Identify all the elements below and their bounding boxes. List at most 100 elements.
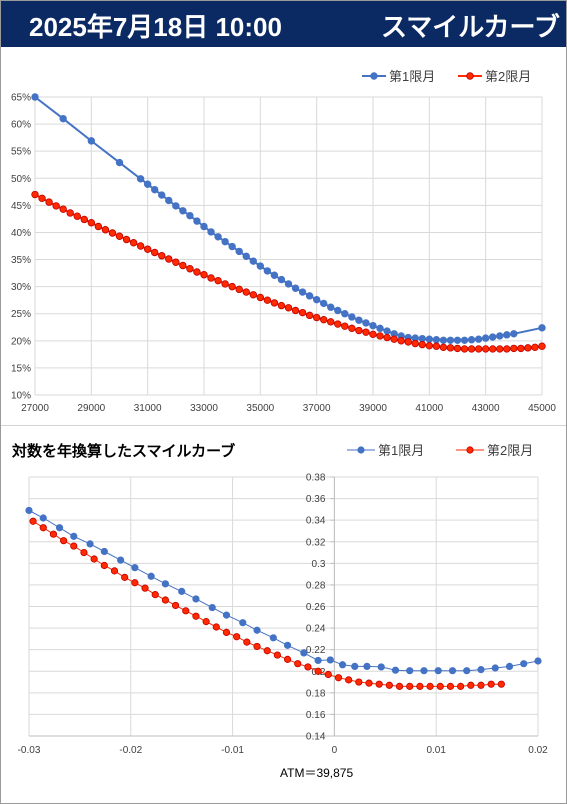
data-point [434, 667, 442, 675]
data-point [496, 345, 504, 353]
data-point [369, 321, 377, 330]
data-point [416, 682, 424, 690]
x-tick-label: 43000 [472, 403, 500, 414]
data-point [305, 311, 314, 320]
data-point [59, 114, 67, 123]
data-point [517, 344, 525, 353]
header-datetime: 2025年7月18日 10:00 [29, 12, 282, 42]
data-point [249, 291, 257, 299]
data-point [446, 336, 455, 344]
data-point [520, 660, 528, 668]
y-tick-label: 0.14 [306, 732, 326, 743]
x-tick-label: 29000 [77, 403, 105, 414]
data-point [59, 205, 67, 213]
data-point [31, 93, 39, 101]
data-point [467, 345, 476, 353]
data-point [165, 196, 173, 205]
x-tick-label: 41000 [415, 403, 443, 414]
chart2-axis-labels: 0.140.160.180.20.220.240.260.280.30.320.… [18, 473, 549, 757]
data-point [31, 190, 39, 199]
data-point [147, 572, 155, 580]
y-tick-label: 60% [11, 120, 31, 131]
data-point [369, 330, 377, 339]
data-point [397, 337, 405, 345]
data-point [228, 282, 236, 291]
data-point [341, 322, 349, 330]
x-tick-label: 45000 [528, 403, 556, 414]
data-point [86, 540, 94, 548]
data-point [420, 667, 428, 675]
y-tick-label: 35% [11, 255, 31, 266]
data-point [178, 587, 186, 595]
data-point [243, 638, 251, 646]
data-point [80, 548, 88, 557]
data-point [129, 239, 138, 247]
data-point [192, 595, 200, 603]
data-point [503, 345, 511, 353]
data-point [39, 524, 47, 532]
data-point [192, 612, 200, 620]
data-point [348, 324, 356, 333]
data-point [55, 524, 64, 532]
data-point [179, 261, 187, 270]
data-point [524, 344, 532, 352]
y-tick-label: 15% [11, 363, 31, 374]
data-point [143, 180, 152, 188]
x-tick-label: 33000 [190, 403, 218, 414]
y-tick-label: 0.24 [306, 624, 326, 635]
data-point [151, 248, 159, 257]
data-point [151, 185, 159, 194]
data-point [66, 209, 74, 217]
data-point [376, 332, 384, 340]
data-point [477, 681, 485, 689]
y-tick-label: 0.18 [306, 688, 326, 699]
data-point [446, 682, 455, 690]
data-point [277, 301, 286, 310]
y-tick-label: 0.3 [311, 559, 325, 570]
y-tick-label: 25% [11, 309, 31, 320]
x-tick-label: 39000 [359, 403, 387, 414]
data-point [345, 676, 353, 684]
data-point [355, 678, 363, 686]
data-point [375, 680, 383, 688]
data-point [538, 324, 546, 332]
data-point [45, 198, 53, 206]
chart2-grid [28, 476, 539, 737]
data-point [305, 292, 314, 300]
data-point [365, 679, 373, 687]
data-point [136, 175, 145, 183]
data-point [131, 579, 139, 587]
data-point [235, 247, 243, 256]
data-point [320, 315, 328, 324]
data-point [446, 344, 455, 352]
data-point [200, 222, 208, 231]
data-point [233, 633, 241, 641]
data-point [314, 656, 322, 665]
y-tick-label: 0.32 [306, 537, 326, 548]
data-point [489, 333, 497, 341]
data-point [425, 341, 434, 350]
data-point [70, 532, 78, 540]
data-point [101, 226, 110, 234]
data-point [411, 339, 419, 348]
legend-label: 第2限月 [487, 443, 533, 458]
y-tick-label: 65% [11, 93, 31, 104]
series-line [32, 520, 502, 687]
data-point [496, 332, 504, 340]
data-point [327, 303, 335, 311]
data-point [277, 275, 286, 284]
data-point [383, 333, 391, 342]
data-point [200, 271, 208, 279]
y-tick-label: 0.16 [306, 710, 326, 721]
data-point [457, 682, 465, 690]
data-point [25, 506, 33, 515]
chart2-legend: 第1限月 第2限月 [347, 443, 533, 458]
data-point [348, 313, 356, 321]
data-point [390, 335, 398, 343]
data-point [474, 335, 483, 343]
y-tick-label: 0.22 [306, 645, 326, 656]
data-point [228, 242, 236, 251]
data-point [256, 293, 265, 302]
data-point [94, 222, 103, 231]
data-point [510, 330, 518, 338]
